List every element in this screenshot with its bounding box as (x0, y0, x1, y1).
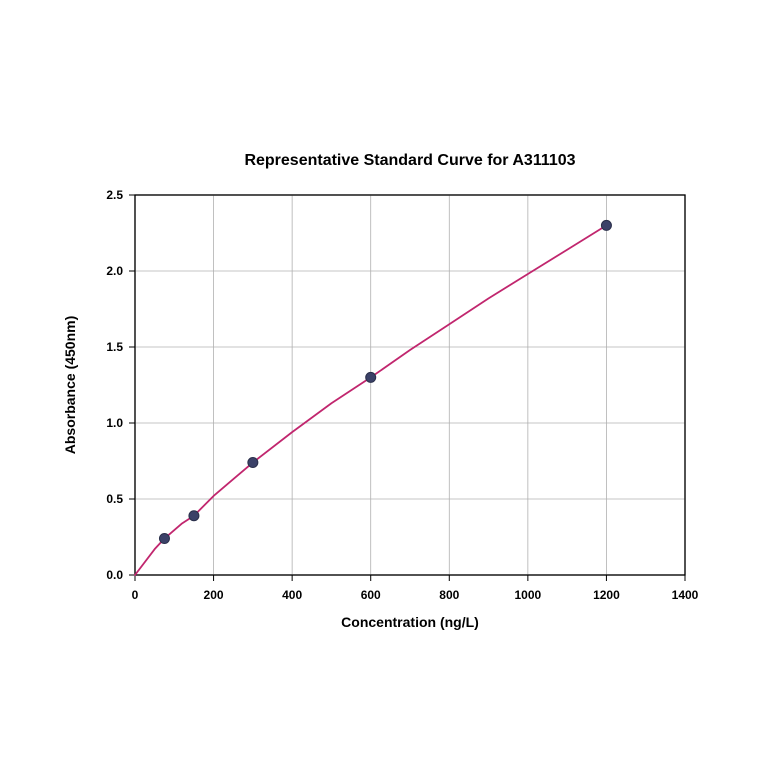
x-tick-label: 0 (132, 588, 139, 602)
y-axis-label: Absorbance (450nm) (62, 316, 78, 454)
y-tick-label: 2.5 (106, 188, 123, 202)
chart-title: Representative Standard Curve for A31110… (244, 152, 575, 169)
x-tick-label: 400 (282, 588, 302, 602)
data-point (366, 372, 376, 382)
y-tick-label: 0.0 (106, 568, 123, 582)
data-point (601, 220, 611, 230)
standard-curve-chart: 0 200 400 600 800 1000 1200 1400 0.0 0.5 1.0 1.5 2.0… (0, 0, 764, 764)
data-point (248, 458, 258, 468)
chart-background (0, 0, 764, 764)
x-tick-label: 600 (361, 588, 381, 602)
x-axis-label: Concentration (ng/L) (341, 614, 479, 630)
x-tick-label: 1400 (672, 588, 699, 602)
data-point (189, 511, 199, 521)
data-point (159, 534, 169, 544)
y-tick-label: 1.0 (106, 416, 123, 430)
y-tick-label: 2.0 (106, 264, 123, 278)
x-tick-label: 1000 (515, 588, 542, 602)
x-tick-label: 800 (439, 588, 459, 602)
y-tick-label: 1.5 (106, 340, 123, 354)
x-tick-label: 200 (204, 588, 224, 602)
y-tick-label: 0.5 (106, 492, 123, 506)
x-tick-label: 1200 (593, 588, 620, 602)
chart-container: 0 200 400 600 800 1000 1200 1400 0.0 0.5 1.0 1.5 2.0… (0, 0, 764, 764)
